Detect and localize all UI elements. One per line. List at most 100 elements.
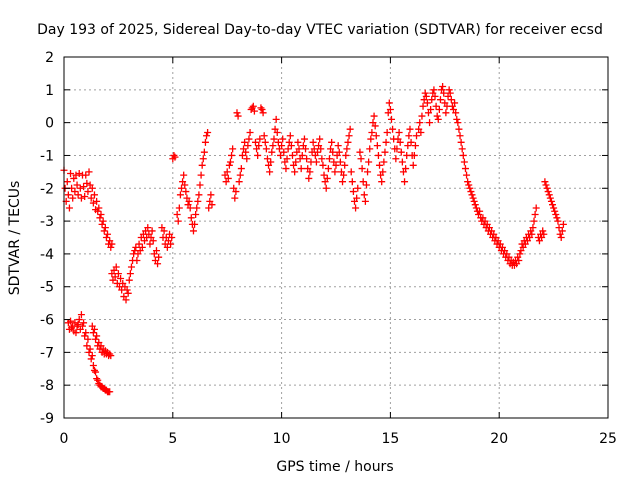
data-point xyxy=(334,142,342,150)
data-point xyxy=(261,138,269,146)
data-point xyxy=(167,240,175,248)
data-point xyxy=(74,191,82,199)
data-point xyxy=(89,361,97,369)
data-point xyxy=(168,234,176,241)
data-point xyxy=(322,184,330,192)
data-point xyxy=(360,191,368,199)
x-tick-label: 25 xyxy=(599,431,617,447)
data-point xyxy=(90,366,98,374)
data-point xyxy=(154,260,162,268)
data-point xyxy=(257,104,265,112)
data-point xyxy=(84,335,92,343)
data-point xyxy=(64,191,72,199)
data-point xyxy=(325,155,333,163)
data-point xyxy=(170,151,178,159)
data-point xyxy=(374,151,382,159)
data-point xyxy=(88,352,96,360)
data-point xyxy=(176,191,184,199)
data-point xyxy=(309,138,317,146)
data-point xyxy=(553,214,561,222)
data-point xyxy=(282,165,290,173)
data-point xyxy=(371,122,379,130)
data-point xyxy=(90,191,98,199)
data-point xyxy=(173,211,181,219)
y-tick-label: 0 xyxy=(45,116,54,132)
data-point xyxy=(122,296,130,304)
data-point xyxy=(124,289,132,297)
data-point xyxy=(155,253,163,261)
data-point xyxy=(89,329,97,337)
data-point xyxy=(208,201,216,209)
data-point xyxy=(329,148,337,156)
data-point xyxy=(97,211,105,219)
data-point xyxy=(287,142,295,150)
data-point xyxy=(189,227,197,235)
data-point xyxy=(310,145,318,153)
x-axis-label: GPS time / hours xyxy=(276,459,393,475)
data-point xyxy=(102,234,110,241)
data-point xyxy=(348,178,356,186)
data-point xyxy=(336,158,344,166)
data-point xyxy=(531,211,539,219)
data-point xyxy=(204,128,212,136)
data-point xyxy=(349,188,357,196)
y-tick-label: -6 xyxy=(40,313,54,329)
data-point xyxy=(291,168,299,176)
data-point xyxy=(196,181,204,189)
data-point xyxy=(476,207,484,215)
data-point xyxy=(465,181,473,189)
data-point xyxy=(452,109,460,117)
data-point xyxy=(267,158,275,166)
data-point xyxy=(428,96,436,104)
data-point xyxy=(543,184,551,192)
data-point xyxy=(558,227,566,235)
data-point xyxy=(339,178,347,186)
data-point xyxy=(106,388,114,396)
data-point xyxy=(447,96,455,104)
data-point xyxy=(387,115,395,123)
data-point xyxy=(419,102,427,110)
data-point xyxy=(471,201,479,209)
data-point xyxy=(370,112,378,120)
data-point xyxy=(545,191,553,199)
data-point xyxy=(133,256,141,264)
data-point xyxy=(72,329,80,337)
data-point xyxy=(453,115,461,123)
data-point xyxy=(458,145,466,153)
data-point xyxy=(372,132,380,140)
data-point xyxy=(88,184,96,192)
data-point xyxy=(436,96,444,104)
data-point xyxy=(379,168,387,176)
data-point xyxy=(554,217,562,225)
data-point xyxy=(67,170,75,178)
data-point xyxy=(346,125,354,133)
data-point xyxy=(470,197,478,205)
data-point xyxy=(233,109,241,117)
data-point xyxy=(345,132,353,140)
data-point xyxy=(472,204,480,212)
data-point xyxy=(81,332,89,340)
data-point xyxy=(243,155,251,163)
data-point xyxy=(314,148,322,156)
y-tick-label: -7 xyxy=(40,345,54,361)
data-point xyxy=(411,142,419,150)
data-point xyxy=(368,128,376,136)
data-point xyxy=(198,161,206,169)
data-point xyxy=(396,138,404,146)
data-point xyxy=(107,352,115,360)
data-point xyxy=(93,197,101,205)
data-point xyxy=(402,165,410,173)
grid xyxy=(64,57,608,418)
data-point xyxy=(397,148,405,156)
data-point xyxy=(353,194,361,202)
data-point xyxy=(135,240,143,248)
plot-frame xyxy=(63,56,609,419)
data-point xyxy=(125,276,133,284)
data-point xyxy=(318,155,326,163)
data-point xyxy=(260,132,268,140)
data-point xyxy=(405,132,413,140)
data-point xyxy=(407,138,415,146)
data-point xyxy=(464,178,472,186)
data-point xyxy=(541,178,549,186)
data-point xyxy=(427,106,435,114)
